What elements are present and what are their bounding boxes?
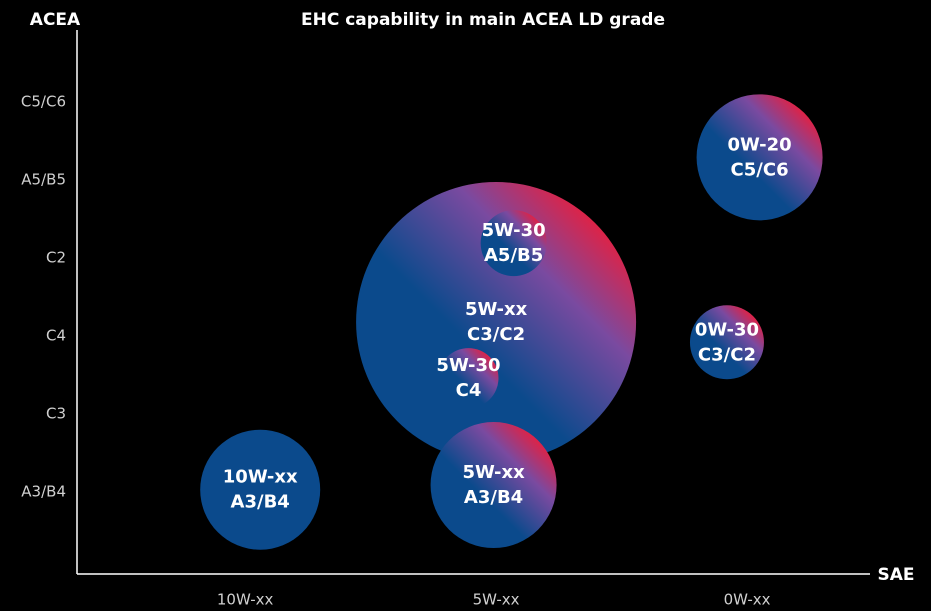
bubble <box>480 210 547 277</box>
bubble-label: C3/C2 <box>467 324 525 345</box>
bubble-label: 10W-xx <box>223 467 298 488</box>
y-tick-label: C5/C6 <box>21 92 66 110</box>
bubble <box>356 181 637 462</box>
x-tick-label: 5W-xx <box>473 591 520 609</box>
x-tick-label: 10W-xx <box>217 591 274 609</box>
bubble-label: 5W-xx <box>462 462 525 483</box>
bubble-label: A3/B4 <box>231 492 290 513</box>
bubble <box>200 429 321 550</box>
bubble <box>696 94 823 221</box>
x-tick-label: 0W-xx <box>724 591 771 609</box>
y-tick-label: C3 <box>46 405 66 423</box>
y-tick-label: C4 <box>46 327 66 345</box>
y-tick-label: C2 <box>46 248 66 266</box>
y-tick-label: A5/B5 <box>21 170 66 188</box>
bubble <box>438 348 499 409</box>
bubble-label: A5/B5 <box>484 245 543 266</box>
bubble-label: 5W-xx <box>465 299 528 320</box>
bubble-label: C5/C6 <box>731 159 789 180</box>
bubble-label: 5W-30 <box>436 355 500 376</box>
bubble <box>430 422 557 549</box>
bubble-label: A3/B4 <box>464 487 523 508</box>
bubble <box>689 305 764 380</box>
bubble-label: 0W-30 <box>695 319 759 340</box>
y-tick-label: A3/B4 <box>21 483 66 501</box>
y-axis-label: ACEA <box>30 10 81 30</box>
bubble-label: C4 <box>456 380 482 401</box>
bubble-label: 0W-20 <box>728 134 792 155</box>
bubble-label: C3/C2 <box>698 344 756 365</box>
bubble-label: 5W-30 <box>482 220 546 241</box>
x-axis-label: SAE <box>877 565 914 585</box>
chart-title: EHC capability in main ACEA LD grade <box>301 10 665 30</box>
